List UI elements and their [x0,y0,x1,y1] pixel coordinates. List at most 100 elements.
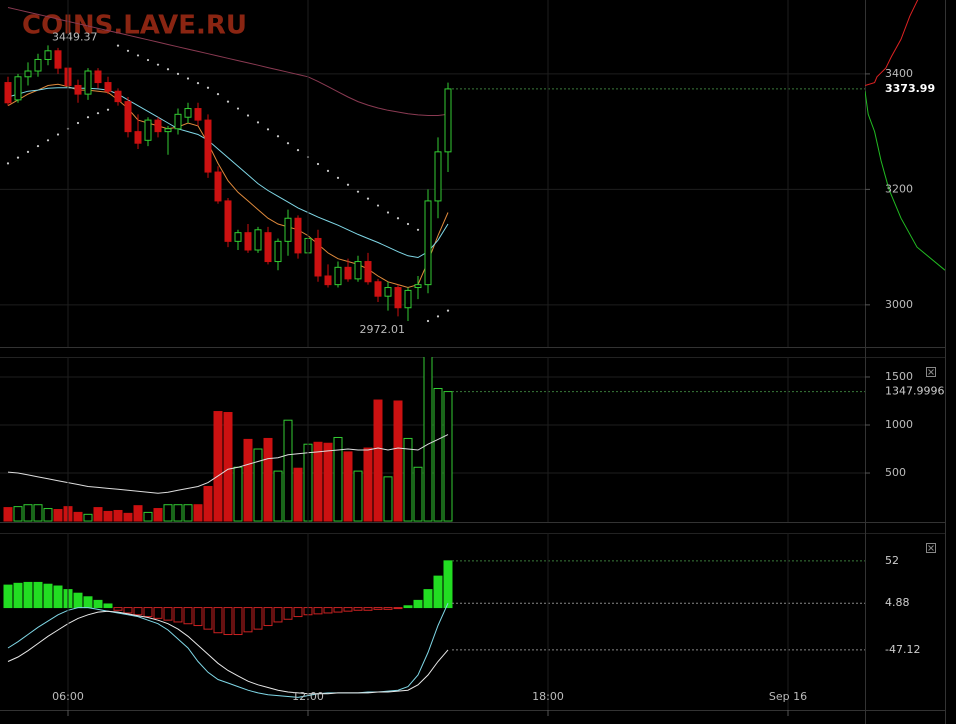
sar-dot [416,228,420,231]
sar-dot [6,162,10,165]
sar-dot [46,139,50,142]
y-tick-label: 3000 [885,298,913,311]
candle-body [84,70,92,95]
x-tick-label: Sep 16 [769,690,807,703]
volume-bar [3,507,13,522]
sar-dot [266,128,270,131]
histogram-bar [383,607,393,610]
histogram-bar [373,607,383,610]
last-value-label: -47.12 [885,643,920,656]
histogram-bar [363,607,373,611]
sar-dot [446,309,450,312]
candle-body [264,232,272,263]
histogram-bar [183,607,193,625]
x-tick-label: 12:00 [292,690,324,703]
histogram-bar [433,575,443,609]
volume-bar [103,510,113,522]
volume-bar [383,476,393,522]
sar-dot [276,135,280,138]
sar-dot [126,49,130,52]
candle-body [344,266,352,280]
y-tick-label: 1000 [885,418,913,431]
histogram-bar [283,607,293,620]
sar-dot [206,86,210,89]
histogram-bar [123,607,133,614]
candle-body [374,281,382,297]
volume-bar [283,419,293,522]
volume-bar [53,509,63,522]
candle-body [244,232,252,251]
volume-bar [213,411,223,522]
volume-bar [73,511,83,522]
moving-average [7,7,449,116]
candle-body [284,217,292,242]
volume-average [7,434,449,494]
histogram-bar [273,607,283,623]
histogram-bar [263,607,273,627]
candle-body [314,237,322,277]
candle-body [74,84,82,95]
histogram-bar [23,581,33,609]
histogram-bar [13,582,23,609]
candle-body [174,113,182,130]
plot-area [4,7,452,323]
histogram-bar [233,607,243,636]
volume-bar [243,438,253,522]
histogram-bar [313,607,323,615]
volume-bar [153,508,163,522]
sar-dot [136,54,140,57]
sar-dot [356,190,360,193]
volume-bar [403,437,413,522]
sar-dot [316,162,320,166]
volume-bar [423,357,433,522]
volume-bar [113,509,123,522]
sar-dot [406,222,410,226]
sar-dot [16,156,20,159]
volume-bar [83,513,93,522]
histogram-bar [353,607,363,611]
sar-dot [156,63,160,66]
depth-line [865,91,945,271]
last-value-label: 3373.99 [885,82,935,95]
volume-bar [433,388,443,522]
candle-body [164,128,172,133]
close-button[interactable] [926,543,936,553]
candle-body [384,287,392,297]
volume-bar [333,436,343,522]
histogram-bar [413,599,423,609]
candle-body [124,101,132,133]
candle-body [54,50,62,69]
sar-dot [426,319,430,323]
candle-body [154,119,162,133]
signal-line [7,610,449,695]
volume-bar [373,399,383,522]
watermark: COINS.LAVE.RU [22,11,247,41]
last-value-label: 4.88 [885,596,910,609]
volume-bar [183,504,193,522]
sar-dot [166,68,170,71]
histogram-bar [173,607,183,623]
sar-dot [346,183,350,186]
volume-bar [133,505,143,522]
candle-body [444,88,452,153]
volume-bar [293,467,303,522]
sar-dot [366,197,370,200]
high-annotation: 3449.37 [52,30,98,43]
sar-dot [116,44,120,47]
volume-bar [253,448,263,522]
sar-dot [286,142,290,145]
low-annotation: 2972.01 [360,323,406,336]
histogram-bar [243,607,253,633]
candle-body [4,82,12,104]
last-value-label: 52 [885,554,899,567]
volume-bar [443,391,453,522]
close-button[interactable] [926,367,936,377]
candle-body [404,289,412,309]
candle-body [194,108,202,121]
volume-bar [273,470,283,522]
sar-dot [36,144,40,148]
histogram-bar [213,607,223,634]
candle-body [274,240,282,263]
sar-dot [246,114,250,117]
